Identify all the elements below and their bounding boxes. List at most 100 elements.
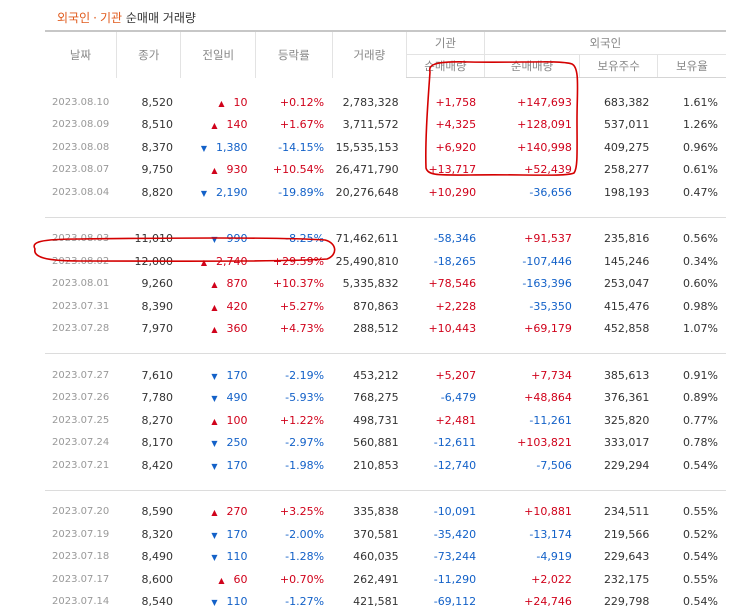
cell-date: 2023.08.02: [45, 250, 117, 273]
cell-foreign-net: -36,656: [484, 181, 580, 204]
cell-foreign-ratio: 0.54%: [657, 454, 726, 477]
cell-foreign-hold: 325,820: [580, 409, 658, 432]
cell-foreign-hold: 232,175: [580, 568, 658, 591]
cell-foreign-net: +128,091: [484, 114, 580, 137]
cell-foreign-ratio: 0.55%: [657, 501, 726, 524]
cell-volume: 870,863: [332, 295, 407, 318]
cell-foreign-hold: 415,476: [580, 295, 658, 318]
change-value: 250: [227, 436, 248, 449]
triangle-up-icon: ▲: [211, 303, 217, 312]
header-inst-net: 순매매량: [407, 55, 485, 78]
cell-foreign-hold: 234,511: [580, 501, 658, 524]
group-divider: [45, 490, 726, 501]
cell-foreign-hold: 452,858: [580, 318, 658, 341]
cell-date: 2023.07.26: [45, 387, 117, 410]
cell-close: 12,000: [117, 250, 181, 273]
cell-volume: 335,838: [332, 501, 407, 524]
change-value: 2,740: [216, 255, 248, 268]
cell-foreign-ratio: 1.26%: [657, 114, 726, 137]
cell-date: 2023.07.19: [45, 523, 117, 546]
change-value: 170: [227, 459, 248, 472]
header-foreign-group: 외국인: [484, 31, 726, 55]
cell-foreign-ratio: 0.54%: [657, 591, 726, 613]
cell-foreign-ratio: 0.89%: [657, 387, 726, 410]
cell-rate: -19.89%: [256, 181, 333, 204]
header-close: 종가: [117, 31, 181, 78]
header-foreign-net: 순매매량: [484, 55, 580, 78]
cell-foreign-net: +52,439: [484, 159, 580, 182]
cell-rate: -8.25%: [256, 228, 333, 251]
cell-close: 7,970: [117, 318, 181, 341]
change-value: 110: [227, 595, 248, 608]
cell-foreign-ratio: 0.91%: [657, 364, 726, 387]
change-value: 930: [227, 163, 248, 176]
cell-foreign-net: +2,022: [484, 568, 580, 591]
cell-foreign-hold: 409,275: [580, 136, 658, 159]
cell-date: 2023.07.24: [45, 432, 117, 455]
cell-foreign-hold: 333,017: [580, 432, 658, 455]
cell-foreign-hold: 537,011: [580, 114, 658, 137]
cell-inst-net: -69,112: [407, 591, 485, 613]
cell-date: 2023.08.08: [45, 136, 117, 159]
cell-rate: -1.28%: [256, 546, 333, 569]
investor-trading-table: 날짜 종가 전일비 등락률 거래량 기관 외국인 순매매량 순매매량 보유주수 …: [45, 30, 726, 613]
header-volume: 거래량: [332, 31, 407, 78]
cell-date: 2023.07.21: [45, 454, 117, 477]
group-divider: [45, 217, 726, 228]
change-value: 170: [227, 528, 248, 541]
cell-foreign-net: +140,998: [484, 136, 580, 159]
change-value: 2,190: [216, 186, 248, 199]
row-spacer: [45, 477, 726, 491]
cell-rate: -2.19%: [256, 364, 333, 387]
cell-close: 8,270: [117, 409, 181, 432]
cell-foreign-hold: 219,566: [580, 523, 658, 546]
cell-foreign-net: +10,881: [484, 501, 580, 524]
title-foreign: 외국인: [57, 11, 90, 25]
cell-rate: +0.12%: [256, 91, 333, 114]
change-value: 110: [227, 550, 248, 563]
title-rest: 순매매 거래량: [126, 11, 196, 25]
cell-inst-net: -10,091: [407, 501, 485, 524]
change-value: 60: [234, 573, 248, 586]
cell-foreign-net: -7,506: [484, 454, 580, 477]
cell-inst-net: +2,481: [407, 409, 485, 432]
cell-volume: 2,783,328: [332, 91, 407, 114]
cell-foreign-ratio: 0.77%: [657, 409, 726, 432]
cell-change: ▲ 930: [181, 159, 256, 182]
header-inst-group: 기관: [407, 31, 485, 55]
triangle-up-icon: ▲: [211, 166, 217, 175]
cell-close: 8,540: [117, 591, 181, 613]
change-value: 10: [234, 96, 248, 109]
cell-change: ▼2,190: [181, 181, 256, 204]
cell-date: 2023.08.10: [45, 91, 117, 114]
triangle-up-icon: ▲: [218, 576, 224, 585]
cell-close: 8,600: [117, 568, 181, 591]
cell-volume: 498,731: [332, 409, 407, 432]
triangle-down-icon: ▼: [211, 372, 217, 381]
cell-foreign-ratio: 1.61%: [657, 91, 726, 114]
triangle-down-icon: ▼: [211, 394, 217, 403]
cell-volume: 26,471,790: [332, 159, 407, 182]
cell-change: ▼110: [181, 591, 256, 613]
cell-change: ▼990: [181, 228, 256, 251]
cell-date: 2023.08.03: [45, 228, 117, 251]
cell-date: 2023.07.20: [45, 501, 117, 524]
cell-foreign-net: -11,261: [484, 409, 580, 432]
cell-inst-net: +10,443: [407, 318, 485, 341]
cell-foreign-hold: 683,382: [580, 91, 658, 114]
change-value: 140: [227, 118, 248, 131]
cell-change: ▼1,380: [181, 136, 256, 159]
cell-foreign-hold: 376,361: [580, 387, 658, 410]
cell-inst-net: +2,228: [407, 295, 485, 318]
cell-foreign-hold: 229,798: [580, 591, 658, 613]
cell-foreign-net: +7,734: [484, 364, 580, 387]
cell-volume: 3,711,572: [332, 114, 407, 137]
cell-rate: +1.22%: [256, 409, 333, 432]
cell-close: 8,320: [117, 523, 181, 546]
cell-volume: 262,491: [332, 568, 407, 591]
triangle-up-icon: ▲: [218, 99, 224, 108]
